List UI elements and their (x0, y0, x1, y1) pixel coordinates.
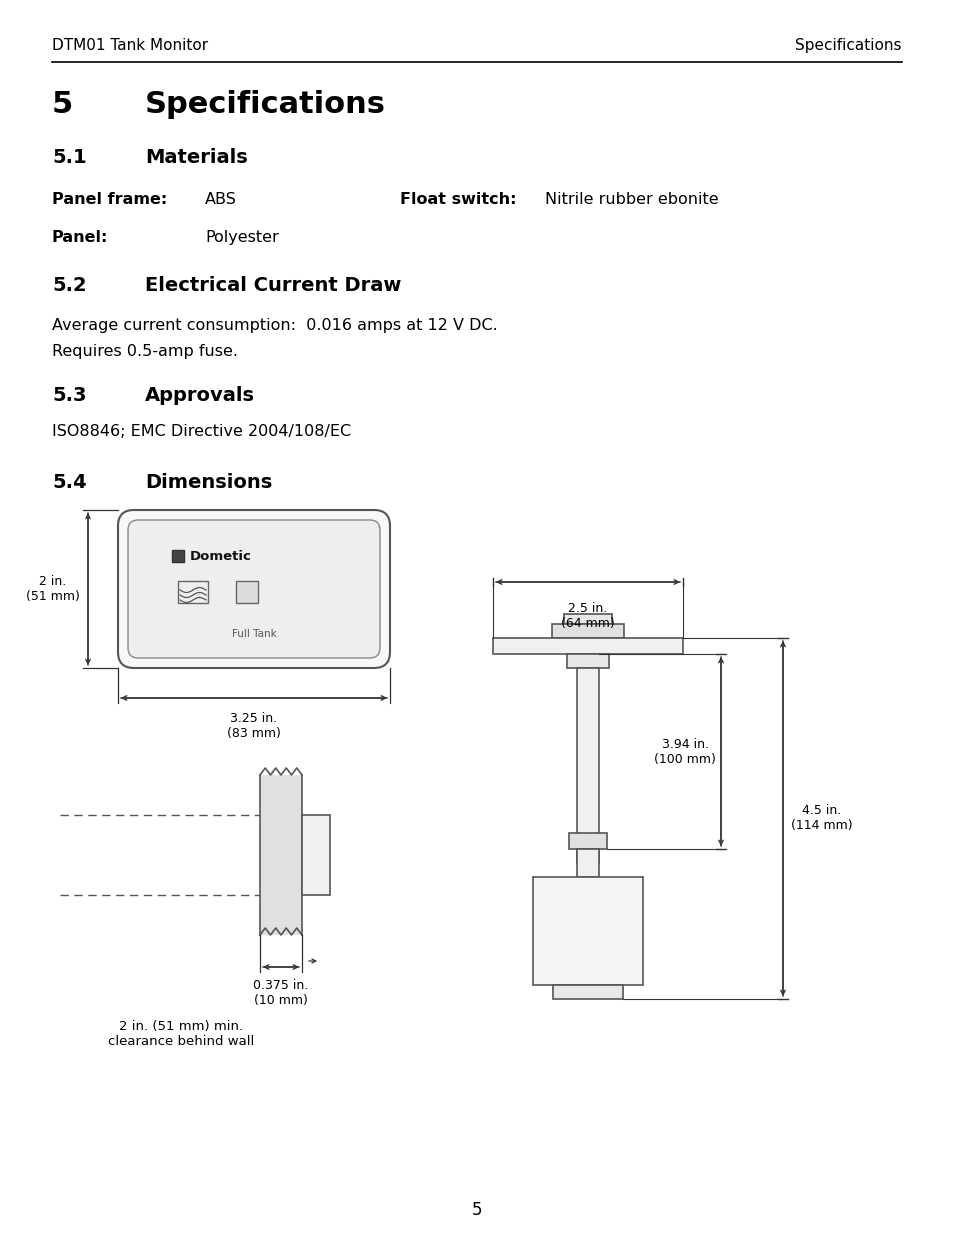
Text: Nitrile rubber ebonite: Nitrile rubber ebonite (544, 191, 718, 207)
Text: Full Tank: Full Tank (232, 629, 276, 638)
Text: 3.94 in.
(100 mm): 3.94 in. (100 mm) (654, 737, 716, 766)
Bar (235, 580, 257, 603)
Bar (493, 638, 682, 655)
FancyBboxPatch shape (128, 520, 379, 658)
Bar (577, 848, 598, 877)
Text: 2.5 in.
(64 mm): 2.5 in. (64 mm) (560, 601, 615, 630)
Text: Materials: Materials (145, 148, 248, 167)
Bar (577, 668, 598, 863)
Bar (553, 986, 622, 999)
Text: 5.2: 5.2 (52, 275, 87, 295)
Text: 2 in. (51 mm) min.
clearance behind wall: 2 in. (51 mm) min. clearance behind wall (108, 1020, 253, 1049)
Text: Requires 0.5-amp fuse.: Requires 0.5-amp fuse. (52, 345, 237, 359)
Text: Panel:: Panel: (52, 230, 109, 245)
Bar (302, 815, 330, 895)
Text: Dometic: Dometic (190, 551, 252, 563)
Text: Electrical Current Draw: Electrical Current Draw (145, 275, 401, 295)
Bar (172, 550, 184, 562)
Text: Float switch:: Float switch: (399, 191, 516, 207)
Text: 5: 5 (52, 90, 73, 119)
Text: Approvals: Approvals (145, 387, 254, 405)
Text: ABS: ABS (205, 191, 236, 207)
Bar (552, 624, 623, 638)
Text: Polyester: Polyester (205, 230, 278, 245)
Text: 5.1: 5.1 (52, 148, 87, 167)
Bar (260, 776, 302, 935)
Text: Dimensions: Dimensions (145, 473, 272, 492)
Text: Specifications: Specifications (795, 38, 901, 53)
Text: DTM01 Tank Monitor: DTM01 Tank Monitor (52, 38, 208, 53)
Bar (533, 877, 642, 986)
Bar (563, 614, 612, 624)
Text: Average current consumption:  0.016 amps at 12 V DC.: Average current consumption: 0.016 amps … (52, 317, 497, 333)
Text: 5.4: 5.4 (52, 473, 87, 492)
Bar (568, 832, 606, 848)
Text: 0.375 in.
(10 mm): 0.375 in. (10 mm) (253, 979, 309, 1007)
Bar (566, 655, 608, 668)
Text: 2 in.
(51 mm): 2 in. (51 mm) (26, 576, 80, 603)
Text: Specifications: Specifications (145, 90, 386, 119)
Text: 3.25 in.
(83 mm): 3.25 in. (83 mm) (227, 713, 280, 740)
Text: Panel frame:: Panel frame: (52, 191, 167, 207)
Bar (178, 580, 208, 603)
Text: ISO8846; EMC Directive 2004/108/EC: ISO8846; EMC Directive 2004/108/EC (52, 424, 351, 438)
Text: 4.5 in.
(114 mm): 4.5 in. (114 mm) (790, 804, 852, 832)
Text: 5.3: 5.3 (52, 387, 87, 405)
Text: 5: 5 (471, 1200, 482, 1219)
FancyBboxPatch shape (118, 510, 390, 668)
